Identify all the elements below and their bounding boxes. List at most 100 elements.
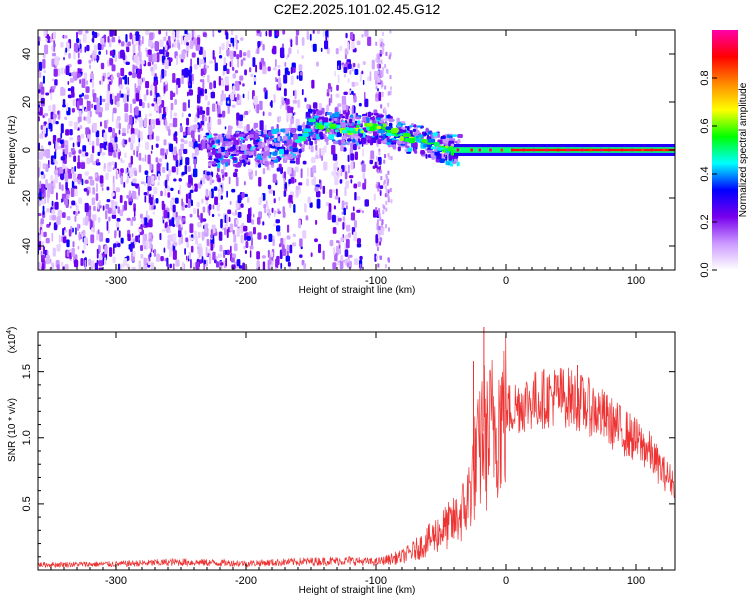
noise-cell <box>92 214 97 221</box>
noise-cell <box>272 173 277 184</box>
noise-cell <box>189 65 193 73</box>
noise-cell <box>265 200 268 207</box>
noise-cell <box>219 262 224 266</box>
noise-cell <box>65 65 70 76</box>
noise-cell <box>202 206 206 213</box>
noise-cell <box>278 69 281 77</box>
noise-cell <box>62 227 65 236</box>
noise-cell <box>120 175 124 185</box>
noise-cell <box>120 141 123 145</box>
noise-cell <box>171 30 176 40</box>
noise-cell <box>166 185 171 192</box>
noise-cell <box>107 35 110 43</box>
noise-cell <box>188 251 192 260</box>
noise-cell <box>356 40 361 46</box>
noise-cell <box>302 230 307 239</box>
noise-cell <box>112 182 116 192</box>
signal-cell <box>231 153 237 157</box>
noise-cell <box>111 146 114 153</box>
noise-cell <box>325 34 328 41</box>
signal-cell <box>445 154 448 161</box>
noise-cell <box>160 255 164 262</box>
noise-cell <box>326 47 330 55</box>
noise-cell <box>38 36 41 42</box>
signal-cell <box>392 144 397 150</box>
noise-cell <box>298 182 303 186</box>
noise-cell <box>180 143 185 151</box>
noise-cell <box>383 179 386 184</box>
noise-cell <box>342 216 346 222</box>
noise-cell <box>130 155 133 165</box>
signal-cell <box>367 139 372 143</box>
noise-cell <box>334 195 339 200</box>
noise-cell <box>129 190 131 199</box>
noise-cell <box>381 83 384 88</box>
colorbar: 0.00.20.40.60.8 Normalized spectral ampl… <box>699 30 749 278</box>
signal-cell <box>282 135 288 142</box>
signal-cell <box>377 114 384 118</box>
noise-cell <box>219 244 223 252</box>
noise-cell <box>120 49 125 59</box>
noise-cell <box>138 186 140 196</box>
noise-cell <box>45 149 51 159</box>
noise-cell <box>378 148 381 153</box>
noise-cell <box>64 172 69 182</box>
signal-cell <box>222 141 229 144</box>
noise-cell <box>322 250 325 260</box>
noise-cell <box>224 76 229 86</box>
noise-cell <box>178 178 182 182</box>
signal-cell <box>289 160 296 164</box>
noise-cell <box>262 167 266 175</box>
noise-cell <box>190 199 193 207</box>
noise-cell <box>227 48 230 57</box>
noise-cell <box>148 233 151 239</box>
noise-cell <box>101 187 104 191</box>
noise-cell <box>272 223 277 227</box>
noise-cell <box>167 234 172 241</box>
noise-cell <box>54 79 58 86</box>
signal-cell <box>277 133 280 137</box>
noise-cell <box>194 147 199 156</box>
snr-x-ticks: -300 -200 -100 0 100 <box>50 332 676 587</box>
noise-cell <box>227 209 232 215</box>
noise-cell <box>53 169 59 175</box>
noise-cell <box>52 117 56 125</box>
colorbar-ticks: 0.00.20.40.60.8 <box>699 70 717 278</box>
signal-cell <box>397 146 401 152</box>
noise-cell <box>115 170 118 180</box>
noise-cell <box>377 169 380 174</box>
noise-cell <box>251 219 255 225</box>
noise-cell <box>111 64 116 72</box>
signal-cell <box>211 148 217 155</box>
noise-cell <box>98 244 101 251</box>
noise-cell <box>191 30 194 38</box>
noise-cell <box>296 75 299 80</box>
signal-cell <box>289 146 293 150</box>
noise-cell <box>231 104 236 108</box>
noise-cell <box>106 90 111 101</box>
signal-cell <box>371 120 377 124</box>
signal-cell <box>255 129 259 134</box>
signal-cell <box>319 131 323 138</box>
noise-cell <box>310 145 314 153</box>
noise-cell <box>353 95 357 103</box>
noise-cell <box>231 264 236 270</box>
noise-cell <box>88 258 92 266</box>
signal-core <box>302 132 309 138</box>
signal-cell <box>254 158 257 161</box>
signal-cell <box>396 140 402 145</box>
spectrogram-plot-area <box>38 30 675 270</box>
noise-cell <box>74 165 77 172</box>
noise-cell <box>56 192 58 201</box>
signal-cell <box>233 139 239 146</box>
noise-cell <box>51 78 55 82</box>
noise-cell <box>98 50 101 55</box>
noise-cell <box>126 217 131 221</box>
noise-cell <box>78 210 80 215</box>
noise-cell <box>45 127 48 137</box>
noise-cell <box>131 216 136 222</box>
noise-cell <box>189 223 194 234</box>
noise-cell <box>137 229 142 233</box>
noise-cell <box>132 43 136 54</box>
signal-core <box>404 137 412 142</box>
